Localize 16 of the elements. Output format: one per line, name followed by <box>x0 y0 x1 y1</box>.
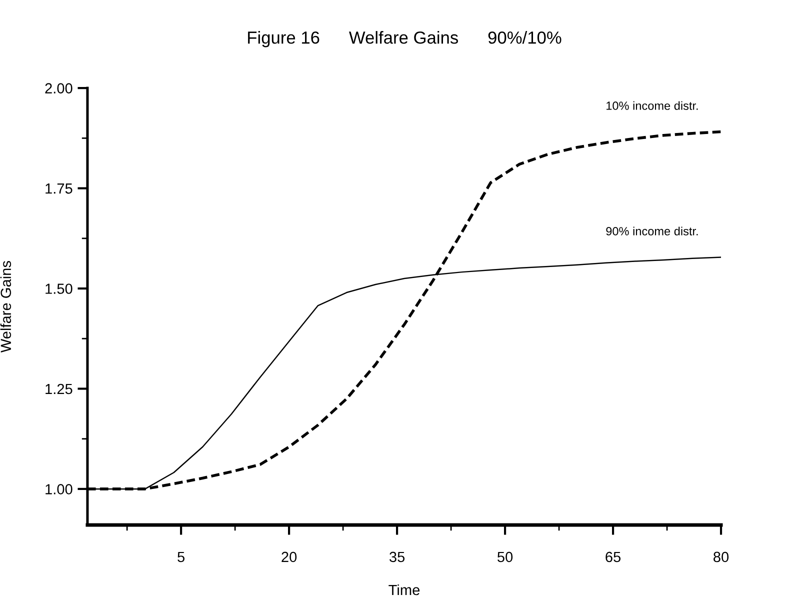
x-tick-label: 80 <box>714 552 729 562</box>
series-label: 90% income distr. <box>606 226 698 236</box>
y-tick-label: 1.75 <box>46 184 72 194</box>
y-axis-title: Welfare Gains <box>0 260 12 353</box>
x-tick-label: 65 <box>606 552 621 562</box>
y-tick-label: 1.50 <box>46 284 72 294</box>
x-tick-label: 20 <box>282 552 297 562</box>
series-label: 10% income distr. <box>606 101 698 110</box>
y-tick-label: 1.00 <box>46 484 72 494</box>
chart-title: Figure 16 Welfare Gains 90%/10% <box>248 31 562 48</box>
x-tick-label: 5 <box>178 552 185 562</box>
x-tick-label: 50 <box>498 552 513 562</box>
y-tick-label: 1.25 <box>46 384 72 394</box>
y-tick-label: 2.00 <box>45 83 72 94</box>
x-tick-label: 35 <box>389 552 405 562</box>
x-axis-title: Time <box>388 584 420 596</box>
